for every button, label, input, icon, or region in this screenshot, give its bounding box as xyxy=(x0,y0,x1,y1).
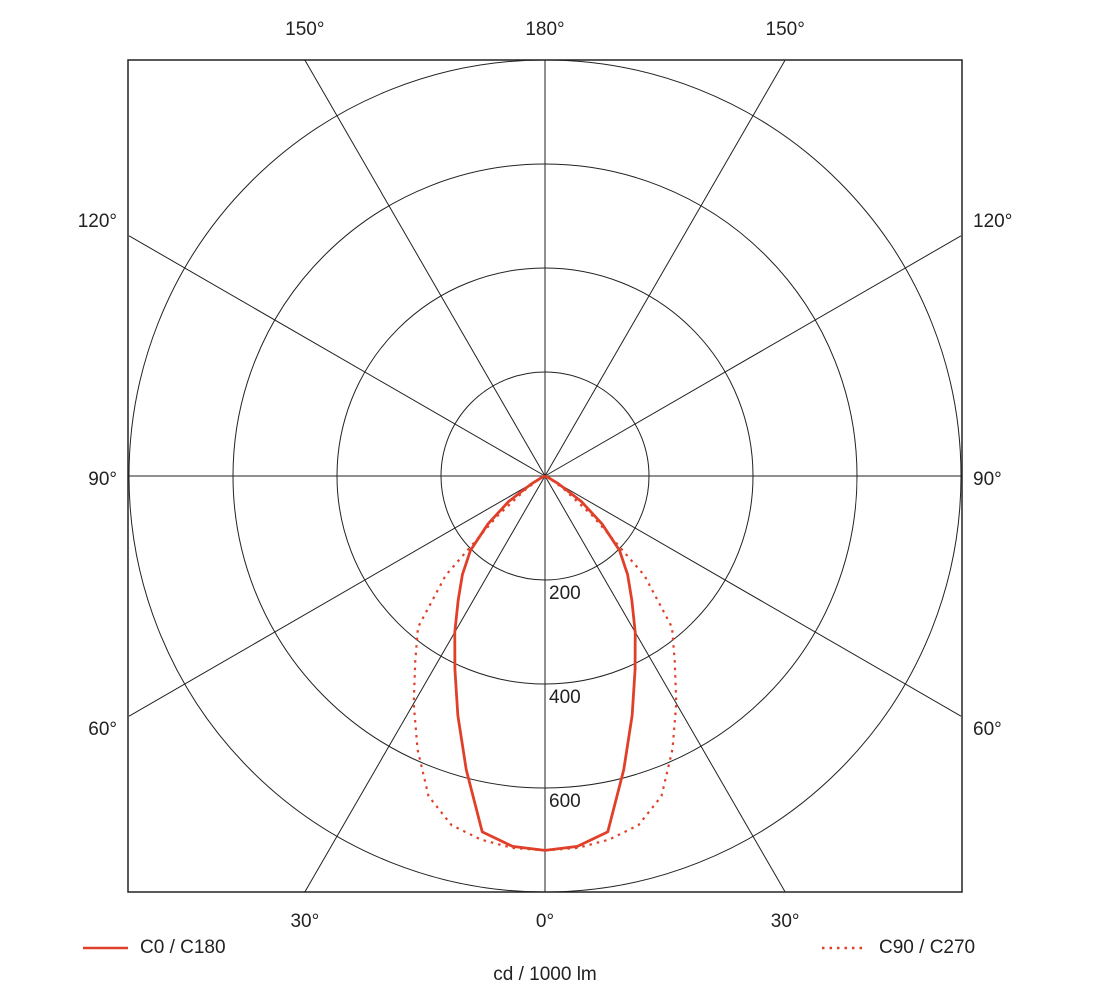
radial-line xyxy=(128,235,546,477)
radial-line xyxy=(304,475,546,893)
angle-label: 120° xyxy=(78,211,117,232)
r-tick-label: 200 xyxy=(549,583,581,604)
angle-label: 0° xyxy=(536,911,554,932)
r-tick-label: 600 xyxy=(549,791,581,812)
angle-label: 150° xyxy=(285,19,324,40)
radial-line xyxy=(304,59,546,477)
angle-label: 180° xyxy=(525,19,564,40)
legend-label: C90 / C270 xyxy=(879,937,975,958)
radial-line xyxy=(544,475,786,893)
angle-label: 90° xyxy=(973,469,1002,490)
angle-label: 30° xyxy=(771,911,800,932)
series-line xyxy=(412,475,546,852)
series-line xyxy=(453,474,546,852)
angle-label: 90° xyxy=(88,469,117,490)
radial-line xyxy=(544,235,962,477)
angle-label: 150° xyxy=(766,19,805,40)
legend-label: C0 / C180 xyxy=(140,937,226,958)
angle-label: 60° xyxy=(973,719,1002,740)
axis-label: cd / 1000 lm xyxy=(493,964,597,985)
series-line xyxy=(544,475,678,852)
radial-line xyxy=(544,59,786,477)
radial-line xyxy=(128,475,546,717)
radial-line xyxy=(544,475,962,717)
angle-label: 120° xyxy=(973,211,1012,232)
angle-label: 60° xyxy=(88,719,117,740)
r-tick-label: 400 xyxy=(549,687,581,708)
angle-label: 30° xyxy=(290,911,319,932)
